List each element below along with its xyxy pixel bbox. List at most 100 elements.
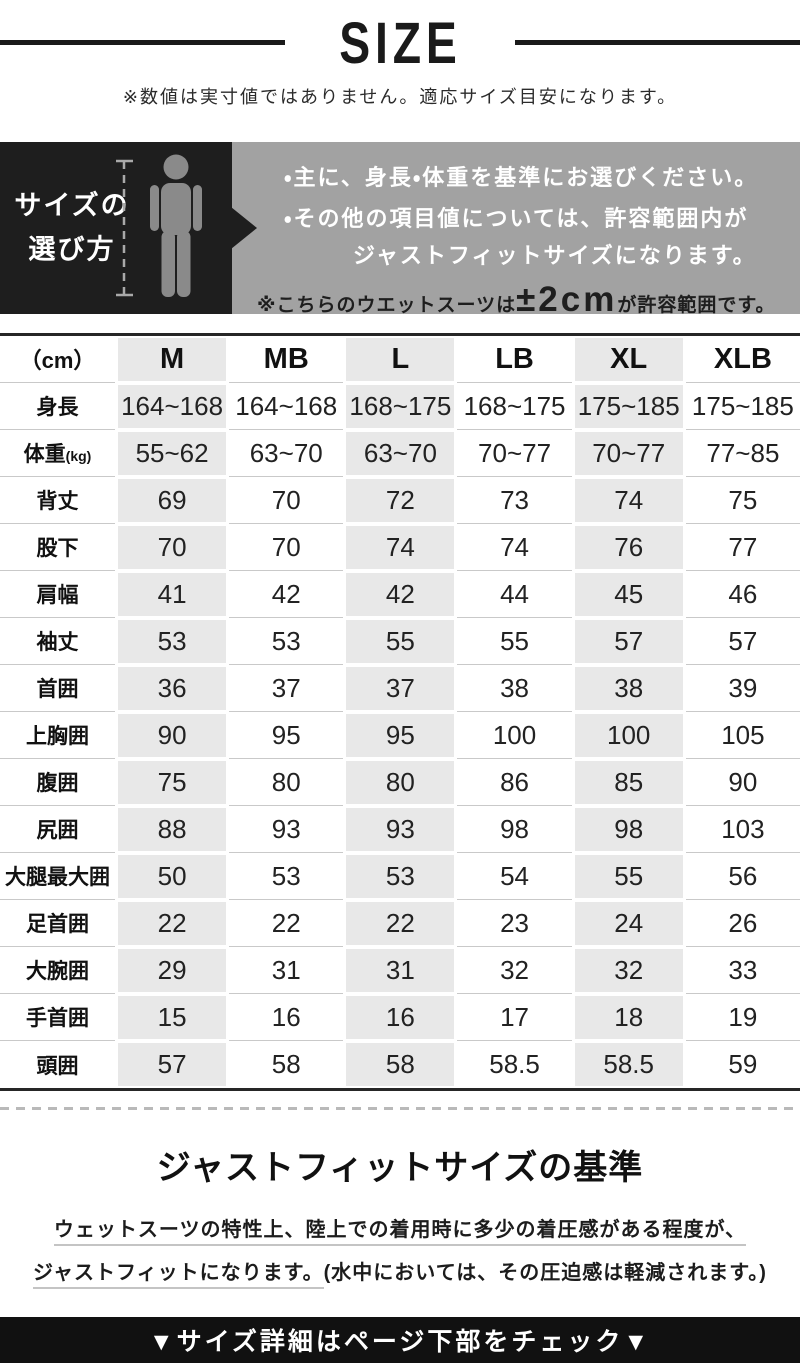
size-value-mb: 53 bbox=[229, 617, 344, 665]
size-value-l: 53 bbox=[343, 853, 457, 900]
row-label: 袖丈 bbox=[0, 617, 115, 665]
column-header-mb: MB bbox=[263, 342, 309, 375]
size-value-lb: 23 bbox=[457, 899, 572, 947]
size-value-xlb: 59 bbox=[685, 1040, 800, 1088]
row-label: 尻囲 bbox=[0, 805, 115, 853]
tolerance-rest: が許容範囲 bbox=[617, 294, 718, 316]
size-value-m: 50 bbox=[115, 853, 229, 900]
row-label: 首囲 bbox=[0, 664, 115, 712]
footer-banner: ▼サイズ詳細はページ下部をチェック▼ bbox=[0, 1316, 800, 1363]
table-row: 手首囲 15 16 16 17 18 19 bbox=[0, 993, 800, 1041]
size-value-mb: 53 bbox=[229, 852, 344, 900]
guide-label-box: サイズの 選び方 bbox=[0, 141, 257, 314]
row-label: 体重(kg) bbox=[0, 429, 115, 477]
size-value-mb: 22 bbox=[229, 899, 344, 947]
row-label: 身長 bbox=[0, 382, 115, 430]
size-value-lb: 38 bbox=[457, 664, 572, 712]
table-row: 大腕囲 29 31 31 32 32 33 bbox=[0, 946, 800, 994]
table-row: 尻囲 88 93 93 98 98 103 bbox=[0, 805, 800, 853]
just-fit-line2: ジャストフィットになります。(水中においては、その圧迫感は軽減されます。) bbox=[0, 1252, 800, 1295]
size-value-lb: 74 bbox=[457, 523, 572, 571]
person-height-icon bbox=[116, 154, 202, 297]
size-value-m: 57 bbox=[115, 1041, 229, 1088]
size-value-l: 93 bbox=[343, 806, 457, 853]
just-fit-line1-underlined: ウェットスーツの特性上、陸上での着用時に多少の着圧感がある程度が、 bbox=[53, 1218, 747, 1246]
size-value-lb: 70~77 bbox=[457, 429, 572, 477]
row-label: 足首囲 bbox=[0, 899, 115, 947]
size-value-mb: 70 bbox=[229, 523, 344, 571]
size-value-xl: 70~77 bbox=[572, 430, 686, 477]
table-row: 腹囲 75 80 80 86 85 90 bbox=[0, 758, 800, 806]
guide-label-line2: 選び方 bbox=[28, 234, 116, 265]
size-value-xl: 58.5 bbox=[572, 1041, 686, 1088]
column-header-l: L bbox=[343, 336, 457, 383]
size-value-m: 15 bbox=[115, 994, 229, 1041]
size-value-xlb: 77 bbox=[685, 523, 800, 571]
guide-bullet-1: ・主に、身長・体重を基準にお選びください。 bbox=[284, 164, 759, 190]
size-value-xlb: 103 bbox=[685, 805, 800, 853]
size-value-lb: 100 bbox=[457, 711, 572, 759]
size-value-xlb: 39 bbox=[685, 664, 800, 712]
size-value-xl: 100 bbox=[572, 712, 686, 759]
size-value-l: 74 bbox=[343, 524, 457, 571]
size-value-m: 55~62 bbox=[115, 430, 229, 477]
just-fit-section: ジャストフィットサイズの基準 ウェットスーツの特性上、陸上での着用時に多少の着圧… bbox=[0, 1110, 800, 1317]
row-label: 肩幅 bbox=[0, 570, 115, 618]
size-value-xlb: 105 bbox=[685, 711, 800, 759]
size-value-xlb: 75 bbox=[685, 476, 800, 524]
size-value-lb: 32 bbox=[457, 946, 572, 994]
size-value-m: 29 bbox=[115, 947, 229, 994]
size-value-l: 16 bbox=[343, 994, 457, 1041]
size-value-lb: 98 bbox=[457, 805, 572, 853]
size-value-m: 22 bbox=[115, 900, 229, 947]
row-label: 腹囲 bbox=[0, 758, 115, 806]
size-value-mb: 42 bbox=[229, 570, 344, 618]
table-row: 袖丈 53 53 55 55 57 57 bbox=[0, 617, 800, 665]
tolerance-underlined: ±2cmが許容範囲 bbox=[516, 279, 718, 325]
table-row: 背丈 69 70 72 73 74 75 bbox=[0, 476, 800, 524]
size-value-m: 90 bbox=[115, 712, 229, 759]
size-value-l: 80 bbox=[343, 759, 457, 806]
size-value-lb: 44 bbox=[457, 570, 572, 618]
just-fit-line1: ウェットスーツの特性上、陸上での着用時に多少の着圧感がある程度が、 bbox=[0, 1209, 800, 1252]
size-value-lb: 54 bbox=[457, 852, 572, 900]
size-value-l: 37 bbox=[343, 665, 457, 712]
tolerance-value: ±2cm bbox=[516, 279, 618, 319]
title-rule-right bbox=[515, 40, 800, 45]
size-value-l: 58 bbox=[343, 1041, 457, 1088]
size-value-xl: 98 bbox=[572, 806, 686, 853]
size-value-mb: 93 bbox=[229, 805, 344, 853]
size-value-m: 164~168 bbox=[115, 383, 229, 430]
table-row: 体重(kg) 55~62 63~70 63~70 70~77 70~77 77~85 bbox=[0, 429, 800, 477]
size-value-xlb: 26 bbox=[685, 899, 800, 947]
size-value-mb: 31 bbox=[229, 946, 344, 994]
size-value-xlb: 77~85 bbox=[685, 429, 800, 477]
unit-header: （cm） bbox=[19, 348, 96, 374]
size-value-xl: 74 bbox=[572, 477, 686, 524]
column-header-lb: LB bbox=[495, 342, 534, 375]
table-row: 頭囲 57 58 58 58.5 58.5 59 bbox=[0, 1040, 800, 1088]
size-value-xl: 55 bbox=[572, 853, 686, 900]
size-table-body: 身長 164~168 164~168 168~175 168~175 175~185 175… bbox=[0, 382, 800, 1088]
size-value-xl: 175~185 bbox=[572, 383, 686, 430]
size-table-wrap: （cm） M MB L LB XL XLB 身長 164~168 164~168 16… bbox=[0, 332, 800, 1091]
page-title: SIZE bbox=[338, 11, 462, 76]
guide-label: サイズの 選び方 bbox=[10, 183, 134, 272]
table-row: 首囲 36 37 37 38 38 39 bbox=[0, 664, 800, 712]
size-guide-banner: サイズの 選び方 ・主に、身長・体重を基準にお選びください。 ・その他の項目値に… bbox=[0, 141, 800, 325]
size-value-xl: 45 bbox=[572, 571, 686, 618]
size-value-lb: 168~175 bbox=[457, 382, 572, 430]
size-value-mb: 16 bbox=[229, 993, 344, 1041]
size-value-xlb: 90 bbox=[685, 758, 800, 806]
size-value-m: 75 bbox=[115, 759, 229, 806]
row-label: 上胸囲 bbox=[0, 711, 115, 759]
table-row: 身長 164~168 164~168 168~175 168~175 175~185 175… bbox=[0, 382, 800, 430]
row-label: 背丈 bbox=[0, 476, 115, 524]
row-label: 股下 bbox=[0, 523, 115, 571]
table-row: 足首囲 22 22 22 23 24 26 bbox=[0, 899, 800, 947]
footer-text: ▼サイズ詳細はページ下部をチェック▼ bbox=[148, 1327, 652, 1356]
size-value-mb: 37 bbox=[229, 664, 344, 712]
table-header-row: （cm） M MB L LB XL XLB bbox=[0, 336, 800, 383]
size-value-l: 95 bbox=[343, 712, 457, 759]
row-label: 大腿最大囲 bbox=[0, 852, 115, 900]
